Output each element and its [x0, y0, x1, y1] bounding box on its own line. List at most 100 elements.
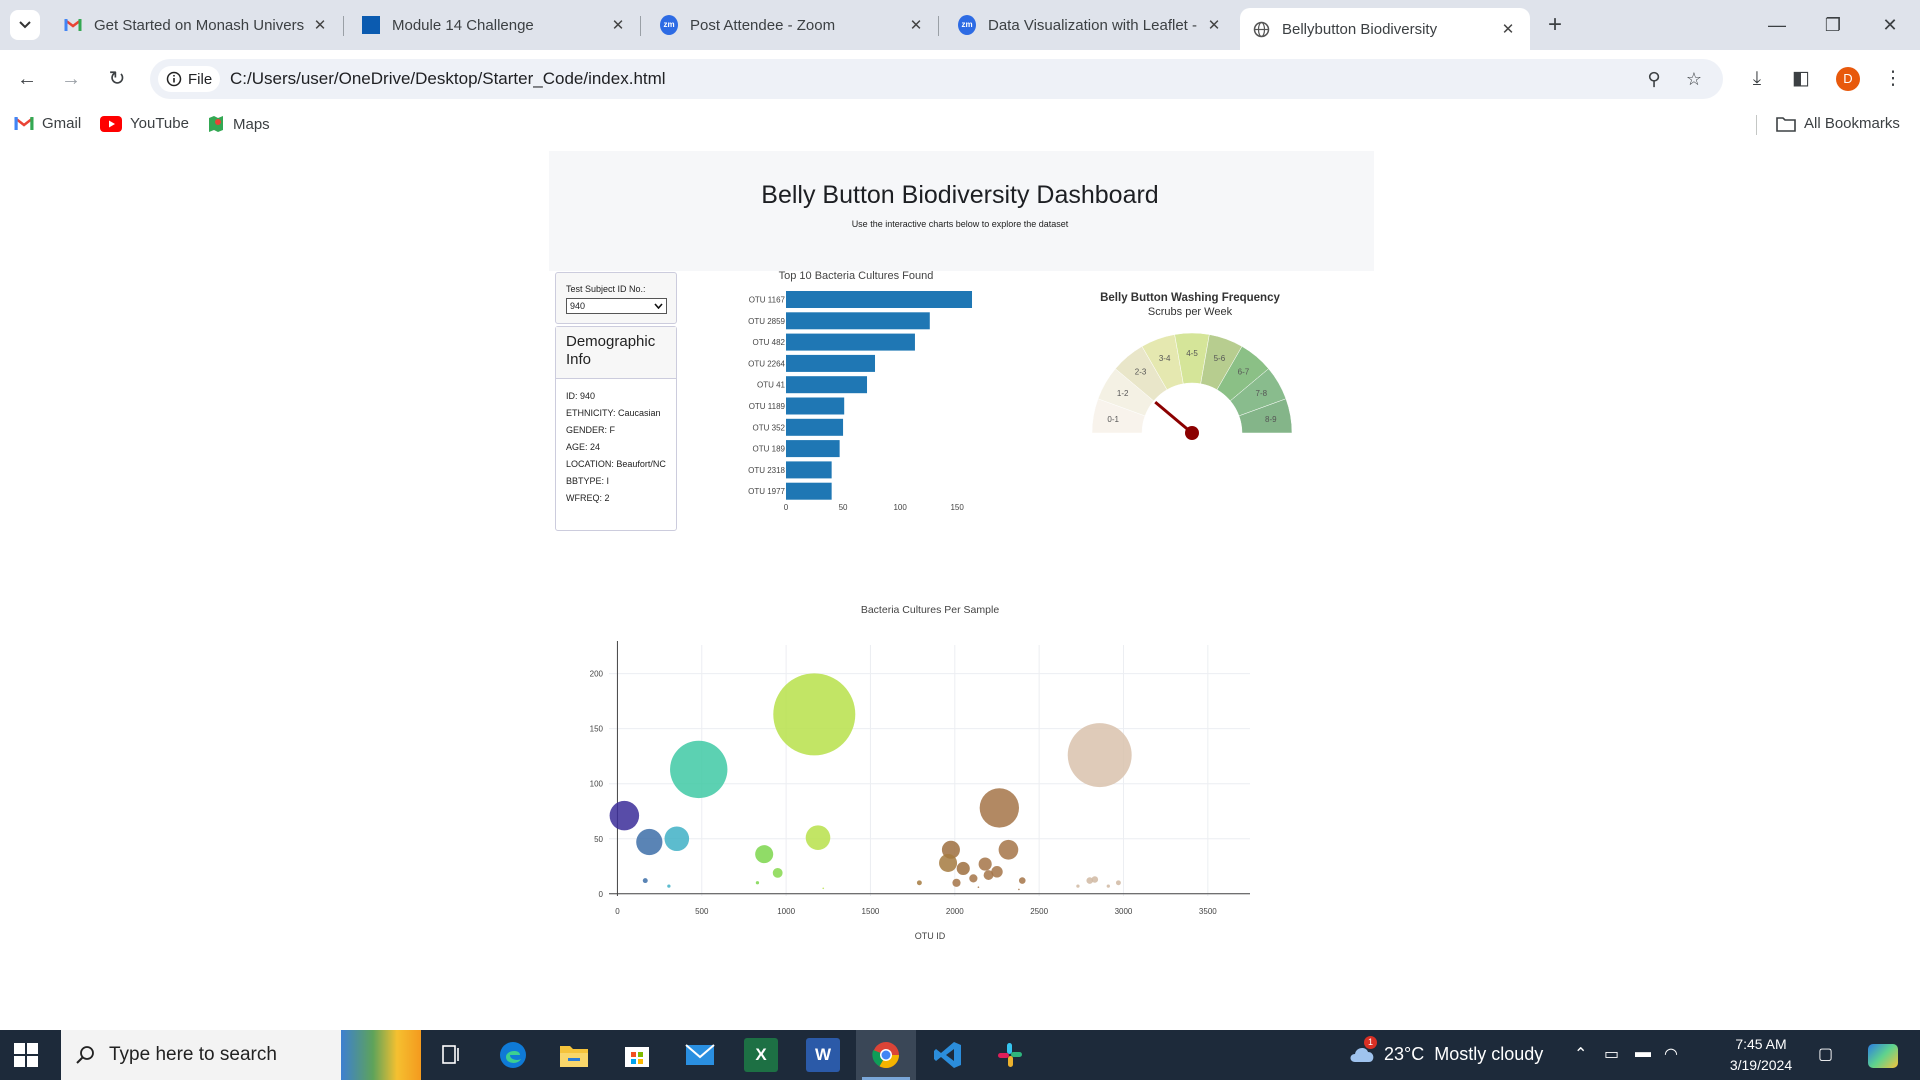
bubble: [1091, 876, 1099, 883]
selected-subject-id: 940: [570, 301, 586, 311]
bar: [786, 312, 930, 330]
side-panel-icon[interactable]: ◧: [1792, 68, 1810, 89]
chevron-down-icon: [654, 303, 663, 309]
all-bookmarks-button[interactable]: All Bookmarks: [1776, 115, 1900, 132]
chevron-down-icon: [19, 21, 31, 29]
folder-icon: [1776, 116, 1796, 132]
windows-start-icon[interactable]: [14, 1043, 38, 1067]
chevron-up-icon[interactable]: ⌃: [1574, 1046, 1588, 1063]
bar: [786, 482, 832, 500]
gauge-sector-label: 3-4: [1159, 354, 1171, 363]
x-tick-label: 0: [784, 503, 789, 512]
edge-icon[interactable]: [496, 1038, 530, 1072]
chrome-icon[interactable]: [869, 1038, 903, 1072]
vscode-icon[interactable]: [931, 1038, 965, 1072]
header-jumbotron: [549, 151, 1374, 271]
tab-title: Post Attendee - Zoom: [690, 16, 836, 34]
gauge-sector-label: 0-1: [1107, 415, 1119, 424]
mail-icon[interactable]: [683, 1038, 717, 1072]
y-tick-label: OTU 482: [753, 338, 786, 347]
cloud-icon: 1: [1348, 1036, 1377, 1065]
bar: [786, 461, 832, 479]
youtube-icon: [100, 115, 122, 132]
bar: [786, 418, 844, 436]
bubble: [667, 884, 671, 888]
x-tick-label: 0: [615, 907, 620, 916]
tab-search-button[interactable]: [10, 10, 40, 40]
close-icon[interactable]: ✕: [611, 17, 625, 34]
zoom-icon[interactable]: ⚲: [1647, 69, 1661, 89]
slack-icon[interactable]: [993, 1038, 1027, 1072]
bubble: [755, 845, 774, 864]
reload-button[interactable]: ↻: [108, 68, 126, 90]
weather-widget[interactable]: 1 23°C Mostly cloudy: [1348, 1036, 1544, 1065]
url-text[interactable]: C:/Users/user/OneDrive/Desktop/Starter_C…: [230, 69, 666, 88]
bookmark-label: Gmail: [42, 115, 82, 132]
y-tick-label: 100: [590, 780, 604, 789]
y-tick-label: OTU 41: [757, 381, 786, 390]
demographic-info-card: Demographic Info ID: 940 ETHNICITY: Cauca…: [555, 326, 677, 531]
bookmark-gmail[interactable]: Gmail: [14, 115, 81, 132]
chart-title: Top 10 Bacteria Cultures Found: [779, 270, 934, 282]
bubble: [983, 870, 994, 881]
address-bar[interactable]: [150, 59, 1723, 99]
bookmarks-bar: [0, 110, 1920, 140]
y-tick-label: OTU 2264: [748, 359, 785, 368]
restore-button[interactable]: ❐: [1824, 15, 1842, 35]
bookmark-youtube[interactable]: YouTube: [100, 115, 189, 132]
back-button[interactable]: ←: [17, 68, 37, 90]
window-close-button[interactable]: ✕: [1882, 15, 1898, 35]
close-icon[interactable]: ✕: [909, 17, 923, 34]
bubble: [956, 861, 970, 876]
y-tick-label: OTU 1977: [748, 487, 785, 496]
bookmark-label: Maps: [233, 115, 270, 133]
word-icon[interactable]: W: [806, 1038, 840, 1072]
download-icon[interactable]: ⤓: [1752, 68, 1762, 89]
wifi-icon[interactable]: ◠: [1664, 1046, 1678, 1063]
bubble: [755, 881, 760, 885]
selector-label: Test Subject ID No.:: [566, 284, 646, 294]
store-icon[interactable]: [620, 1038, 654, 1072]
subject-id-select[interactable]: 940: [566, 298, 667, 314]
task-view-icon[interactable]: [434, 1038, 468, 1072]
bookmark-star-icon[interactable]: ☆: [1685, 69, 1703, 89]
bubble: [805, 825, 831, 850]
clock-date: 3/19/2024: [1729, 1057, 1793, 1073]
bar: [786, 291, 973, 308]
demographic-line: LOCATION: Beaufort/NC: [566, 459, 666, 469]
bubble: [1086, 877, 1094, 884]
battery-icon[interactable]: ▬: [1635, 1044, 1651, 1061]
tab-bellybutton[interactable]: Bellybutton Biodiversity ✕: [1240, 8, 1530, 50]
more-menu-icon[interactable]: ⋮: [1883, 68, 1903, 89]
tab-leaflet[interactable]: zm Data Visualization with Leaflet - ✕: [946, 8, 1236, 42]
bubble: [670, 740, 728, 799]
close-icon[interactable]: ✕: [1207, 17, 1221, 34]
copilot-icon[interactable]: [1868, 1044, 1898, 1068]
washing-frequency-gauge: Belly Button Washing Frequency Scrubs per…: [1091, 292, 1293, 440]
meet-now-icon[interactable]: ▭: [1604, 1046, 1620, 1063]
y-tick-label: 0: [599, 890, 604, 899]
profile-avatar[interactable]: D: [1836, 67, 1860, 91]
minimize-button[interactable]: —: [1768, 15, 1786, 35]
excel-icon[interactable]: X: [744, 1038, 778, 1072]
bookmark-maps[interactable]: Maps: [207, 115, 270, 133]
forward-button[interactable]: →: [61, 68, 81, 90]
tab-zoom[interactable]: zm Post Attendee - Zoom ✕: [648, 8, 938, 42]
close-icon[interactable]: ✕: [313, 17, 327, 34]
site-info-chip[interactable]: File: [158, 66, 221, 92]
weather-text: 23°C Mostly cloudy: [1384, 1043, 1544, 1064]
bubble: [1106, 884, 1110, 888]
tab-module-14[interactable]: Module 14 Challenge ✕: [350, 8, 640, 42]
notifications-icon[interactable]: ▢: [1818, 1046, 1834, 1063]
taskbar-clock[interactable]: 7:45 AM 3/19/2024: [1716, 1034, 1806, 1076]
new-tab-button[interactable]: +: [1547, 11, 1562, 38]
tab-monash[interactable]: Get Started on Monash Univers ✕: [52, 8, 342, 42]
taskbar-search[interactable]: Type here to search: [61, 1030, 421, 1080]
close-icon[interactable]: ✕: [1501, 21, 1515, 38]
file-explorer-icon[interactable]: [557, 1038, 591, 1072]
bar: [786, 354, 876, 372]
y-tick-label: 200: [590, 670, 604, 679]
bookmark-label: YouTube: [130, 115, 189, 132]
y-tick-label: 50: [594, 835, 603, 844]
gauge-sector-label: 2-3: [1135, 368, 1147, 377]
